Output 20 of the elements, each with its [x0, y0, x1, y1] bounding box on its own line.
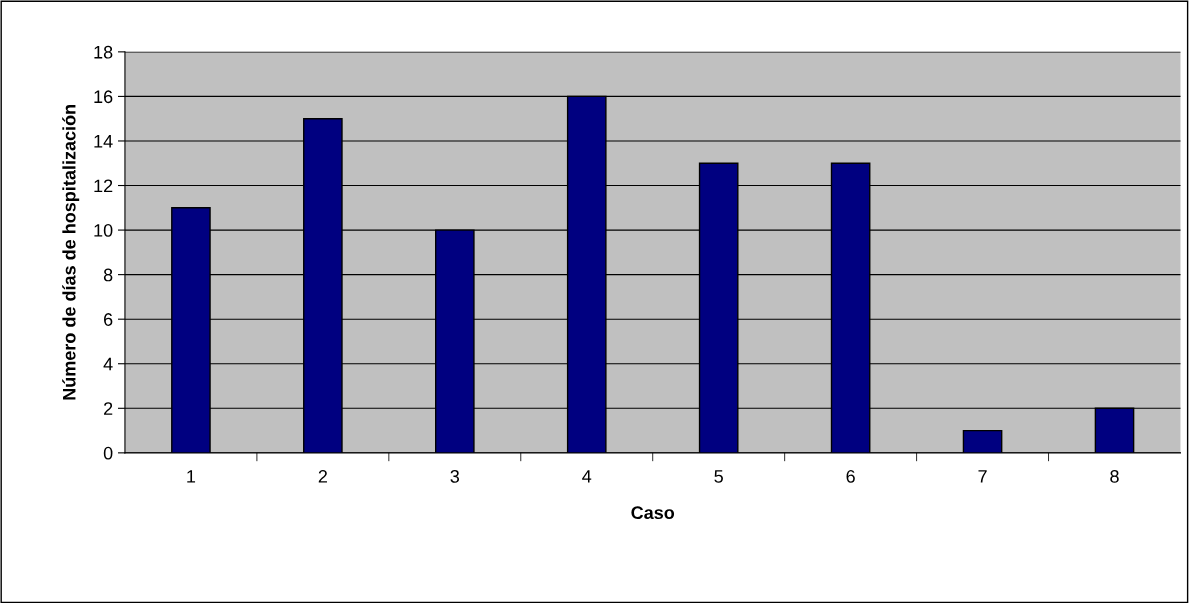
x-axis-title: Caso — [631, 506, 675, 520]
y-tick-label: 4 — [103, 357, 113, 371]
y-tick-label: 0 — [103, 446, 113, 460]
y-tick-label: 8 — [103, 268, 113, 282]
x-tick-label: 7 — [978, 470, 987, 483]
x-tick-label: 2 — [318, 470, 327, 483]
y-tick-label: 2 — [104, 402, 113, 415]
y-tick-label: 18 — [94, 45, 113, 59]
x-tick-label: 4 — [582, 470, 592, 483]
y-tick-label: 6 — [104, 313, 113, 326]
x-tick-label: 8 — [1110, 470, 1119, 483]
x-tick-label: 1 — [187, 470, 196, 483]
y-tick-label: 16 — [94, 90, 113, 104]
x-tick-label: 6 — [846, 470, 855, 483]
x-tick-label: 5 — [714, 470, 723, 483]
y-tick-label: 10 — [94, 224, 113, 237]
y-tick-label: 14 — [94, 135, 113, 148]
y-tick-label: 12 — [94, 179, 113, 193]
x-tick-label: 3 — [450, 470, 460, 483]
y-axis-title: Número de días de hospitalización — [62, 104, 80, 400]
